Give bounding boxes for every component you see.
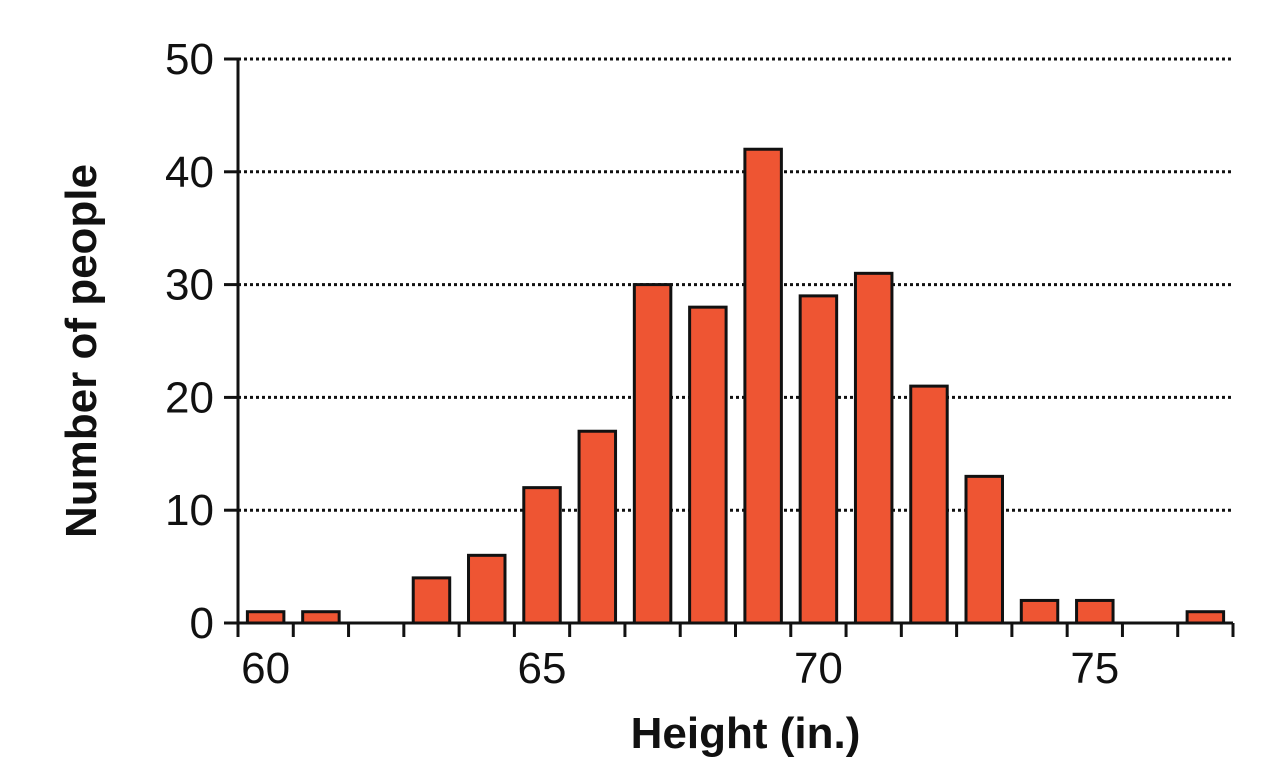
y-tick-label-50: 50: [165, 35, 214, 84]
bar-61: [301, 610, 341, 625]
y-tick-label-20: 20: [165, 373, 214, 422]
x-tick-label-65: 65: [518, 644, 567, 693]
bar-69: [743, 147, 783, 625]
bar-63: [411, 576, 452, 625]
y-tick-label-40: 40: [165, 148, 214, 197]
bar-75: [1075, 598, 1115, 625]
bar-77: [1185, 610, 1226, 625]
tick-marks: [224, 57, 1235, 637]
bar-66: [577, 429, 618, 625]
x-tick-label-70: 70: [794, 644, 843, 693]
y-tick-label-30: 30: [165, 261, 214, 310]
bar-74: [1019, 598, 1060, 625]
y-tick-label-0: 0: [190, 599, 214, 648]
bars: [245, 147, 1226, 625]
x-tick-label-60: 60: [241, 644, 290, 693]
x-tick-label-75: 75: [1070, 644, 1119, 693]
bar-60: [245, 610, 286, 625]
bar-73: [964, 474, 1004, 625]
gridlines: [238, 57, 1233, 512]
bar-67: [632, 283, 673, 625]
y-axis-title: Number of people: [57, 164, 106, 538]
bar-65: [522, 486, 562, 625]
y-tick-label-10: 10: [165, 486, 214, 535]
bar-68: [688, 305, 728, 625]
axes: [236, 58, 1233, 625]
bar-72: [909, 384, 949, 625]
bar-70: [798, 294, 839, 625]
bar-64: [467, 553, 507, 625]
bar-71: [853, 271, 894, 625]
x-axis-title: Height (in.): [631, 709, 861, 758]
tick-labels: 0 10 20 30 40 50 60 65 70 75: [165, 35, 1119, 693]
